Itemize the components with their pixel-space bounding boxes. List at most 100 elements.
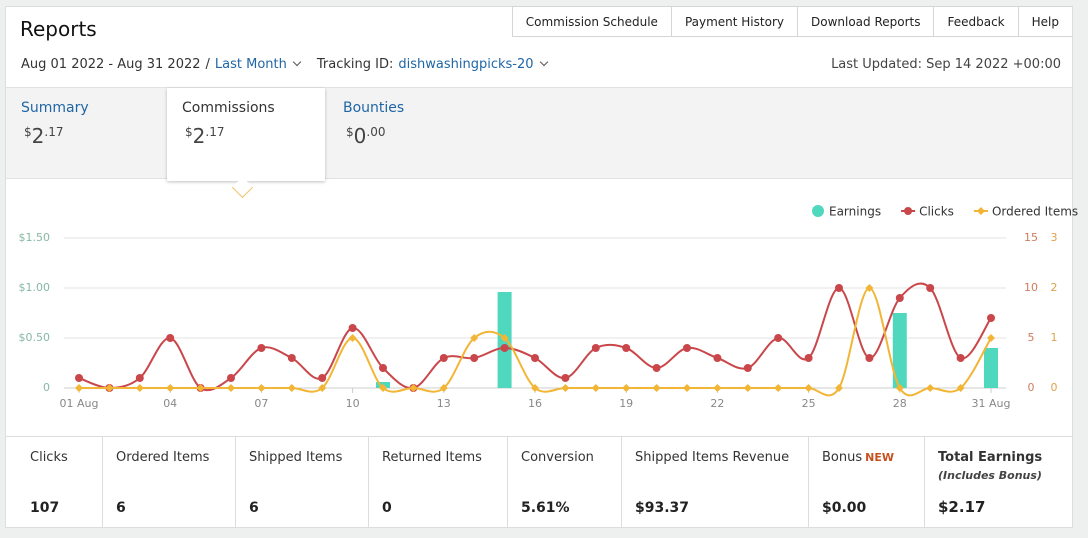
- stat-value: 6: [249, 500, 259, 516]
- point: [591, 384, 600, 392]
- date-range: Aug 01 2022 - Aug 31 2022: [21, 57, 201, 72]
- x-tick-label: 07: [254, 397, 268, 410]
- tab[interactable]: Summary $2.17: [6, 88, 164, 178]
- tracking-dropdown[interactable]: dishwashingpicks-20: [398, 57, 550, 72]
- y2-tick-label: 0: [1028, 381, 1035, 394]
- x-tick-label: 13: [437, 397, 451, 410]
- point: [591, 344, 600, 352]
- fraction: .17: [44, 125, 64, 139]
- point: [865, 284, 874, 292]
- whole: 2: [192, 124, 206, 148]
- tab-amount: $0.00: [343, 124, 486, 148]
- point: [804, 384, 813, 392]
- tab-amount: $2.17: [182, 124, 325, 148]
- y2-tick-label: 5: [1028, 331, 1035, 344]
- tabs: Summary $2.17 Commissions $2.17 Bounties…: [6, 87, 1072, 181]
- point: [439, 384, 448, 392]
- nav-button[interactable]: Feedback: [933, 6, 1018, 37]
- stat-label-row: Returned Items: [382, 450, 507, 465]
- point: [439, 354, 448, 362]
- point: [622, 344, 631, 352]
- stats-row: Clicks 107 Ordered Items 6 Shipped Items 6 Ret…: [6, 436, 1072, 528]
- point: [470, 354, 479, 362]
- x-tick-label: 01 Aug: [60, 397, 99, 410]
- point: [987, 334, 995, 342]
- point: [652, 384, 661, 392]
- y3-tick-label: 2: [1051, 281, 1058, 294]
- stat-value: $93.37: [635, 500, 690, 516]
- point: [956, 354, 965, 362]
- currency: $: [185, 125, 193, 139]
- point: [196, 384, 205, 392]
- legend-marker: [904, 207, 913, 215]
- point: [227, 374, 235, 382]
- line: [78, 282, 992, 392]
- point: [75, 384, 83, 392]
- point: [379, 364, 387, 372]
- tab-label: Summary: [21, 100, 89, 116]
- point: [257, 384, 266, 392]
- stat-cell: Returned Items 0: [368, 437, 507, 528]
- point: [318, 374, 327, 382]
- point: [835, 384, 843, 392]
- stat-label: Shipped Items Revenue: [635, 450, 790, 465]
- x-tick-label: 31 Aug: [972, 397, 1011, 410]
- stat-value: 0: [382, 500, 392, 516]
- point: [774, 334, 783, 342]
- stat-cell: Shipped Items 6: [235, 437, 368, 528]
- tab-label: Bounties: [343, 100, 405, 116]
- point: [227, 384, 235, 392]
- tracking-id: dishwashingpicks-20: [398, 57, 534, 72]
- nav-button[interactable]: Help: [1017, 6, 1072, 37]
- point: [987, 314, 995, 322]
- point: [348, 324, 357, 332]
- point: [926, 284, 935, 292]
- point: [318, 384, 327, 392]
- point: [135, 374, 144, 382]
- point: [257, 344, 266, 352]
- tab[interactable]: Commissions $2.17: [167, 88, 325, 181]
- stat-cell: Bonus NEW $0.00: [808, 437, 924, 528]
- point: [774, 384, 783, 392]
- currency: $: [346, 125, 354, 139]
- nav-button[interactable]: Commission Schedule: [511, 6, 671, 37]
- stat-cell: Ordered Items 6: [102, 437, 235, 528]
- y-tick-label: $1.00: [19, 281, 51, 294]
- stat-label-row: Bonus NEW: [822, 450, 924, 465]
- point: [895, 294, 904, 302]
- point: [531, 354, 539, 362]
- stat-label-row: Ordered Items: [116, 450, 235, 465]
- stat-label-row: Clicks: [30, 450, 102, 465]
- bar: [892, 313, 907, 388]
- tab-label: Commissions: [182, 100, 275, 116]
- point: [287, 384, 296, 392]
- legend-label: Ordered Items: [992, 205, 1078, 219]
- point: [956, 384, 965, 392]
- stat-label: Conversion: [521, 450, 594, 465]
- stat-label-row: Shipped Items Revenue: [635, 450, 808, 465]
- fraction: .00: [366, 125, 386, 139]
- y-tick-label: $1.50: [19, 231, 51, 244]
- bar: [984, 348, 998, 388]
- point: [470, 334, 479, 342]
- point: [105, 384, 114, 392]
- stat-label: Ordered Items: [116, 450, 210, 465]
- nav-button[interactable]: Download Reports: [796, 6, 934, 37]
- stat-label-row: Shipped Items: [249, 450, 368, 465]
- stat-value: $0.00: [822, 500, 867, 516]
- chart: 0 $0.50 $1.00 $1.50 0 5 10 15 0 1 2 3 01 Aug 04 07 10 13…: [19, 205, 1079, 411]
- period-dropdown[interactable]: Last Month: [215, 57, 304, 72]
- y-tick-label: 0: [43, 381, 50, 394]
- stat-label: Shipped Items: [249, 450, 343, 465]
- stat-cell: Total Earnings (Includes Bonus) $2.17: [924, 437, 1072, 528]
- point: [622, 384, 631, 392]
- nav-bar: Commission Schedule Payment History Down…: [511, 6, 1072, 37]
- point: [531, 384, 539, 392]
- stat-label: Returned Items: [382, 450, 482, 465]
- stat-note: (Includes Bonus): [938, 469, 1042, 482]
- x-tick-label: 10: [346, 397, 360, 410]
- stat-label: Bonus: [822, 450, 863, 465]
- tab[interactable]: Bounties $0.00: [328, 88, 486, 178]
- nav-button[interactable]: Payment History: [670, 6, 797, 37]
- point: [713, 384, 722, 392]
